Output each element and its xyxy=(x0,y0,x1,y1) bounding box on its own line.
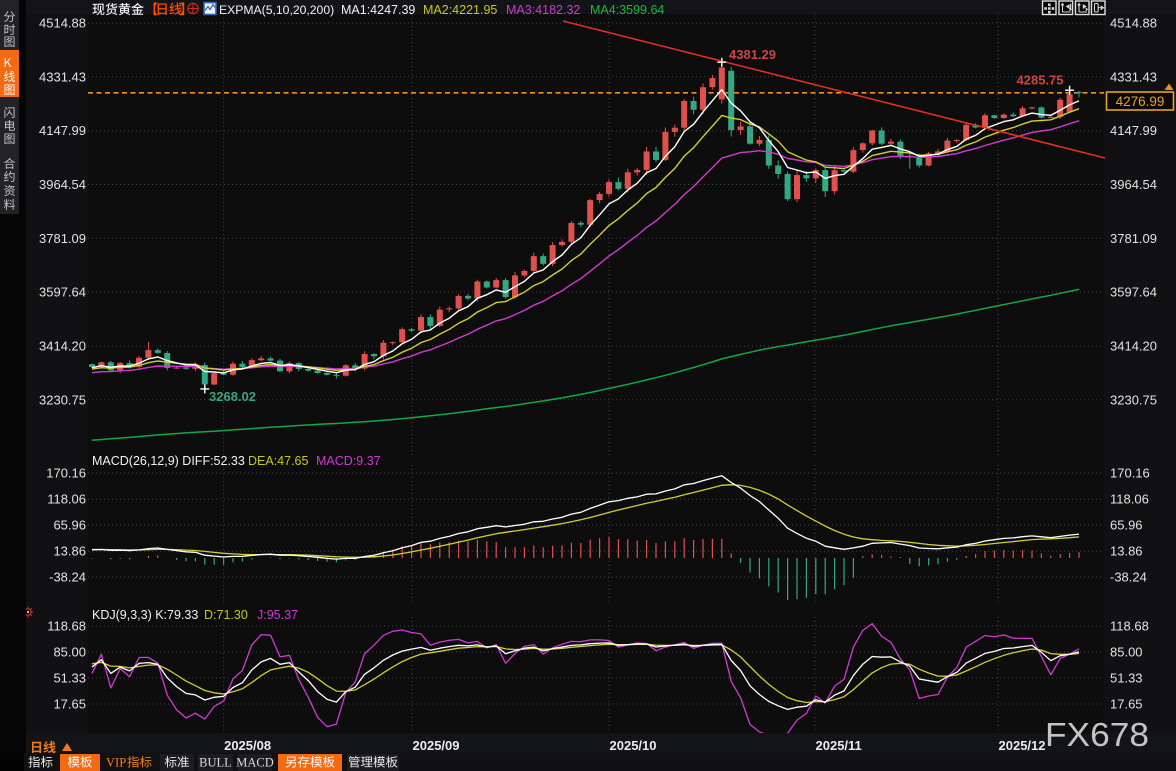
svg-text:4514.88: 4514.88 xyxy=(39,16,86,31)
svg-text:4331.43: 4331.43 xyxy=(39,69,86,84)
svg-text:3964.54: 3964.54 xyxy=(39,177,86,192)
svg-text:118.06: 118.06 xyxy=(1110,492,1149,507)
svg-text:118.06: 118.06 xyxy=(47,492,86,507)
svg-text:-38.24: -38.24 xyxy=(1110,570,1147,585)
svg-text:MA4:3599.64: MA4:3599.64 xyxy=(590,3,664,17)
svg-text:2025/09: 2025/09 xyxy=(413,738,460,753)
svg-text:3268.02: 3268.02 xyxy=(209,389,256,404)
svg-text:MA1:4247.39: MA1:4247.39 xyxy=(341,3,415,17)
svg-text:-38.24: -38.24 xyxy=(49,570,86,585)
svg-text:3597.64: 3597.64 xyxy=(39,285,86,300)
svg-text:4514.88: 4514.88 xyxy=(1110,16,1157,31)
svg-text:51.33: 51.33 xyxy=(53,671,86,686)
svg-text:3781.09: 3781.09 xyxy=(1110,231,1157,246)
svg-text:3597.64: 3597.64 xyxy=(1110,285,1157,300)
svg-text:4331.43: 4331.43 xyxy=(1110,69,1157,84)
svg-text:118.68: 118.68 xyxy=(1110,619,1149,634)
svg-text:VIP: VIP xyxy=(106,756,126,770)
svg-text:13.86: 13.86 xyxy=(1110,544,1143,559)
svg-text:65.96: 65.96 xyxy=(1110,518,1143,533)
svg-text:85.00: 85.00 xyxy=(1110,645,1143,660)
svg-text:3414.20: 3414.20 xyxy=(1110,339,1157,354)
svg-text:MACD:9.37: MACD:9.37 xyxy=(316,454,381,468)
svg-text:17.65: 17.65 xyxy=(53,697,86,712)
svg-text:118.68: 118.68 xyxy=(47,619,86,634)
svg-text:MA3:4182.32: MA3:4182.32 xyxy=(506,3,580,17)
svg-text:17.65: 17.65 xyxy=(1110,697,1143,712)
svg-text:2025/08: 2025/08 xyxy=(224,738,271,753)
svg-text:FX678: FX678 xyxy=(1045,716,1149,753)
svg-text:2025/12: 2025/12 xyxy=(999,738,1046,753)
svg-text:4147.99: 4147.99 xyxy=(1110,123,1157,138)
svg-text:MA2:4221.95: MA2:4221.95 xyxy=(423,3,497,17)
svg-text:2025/10: 2025/10 xyxy=(610,738,657,753)
svg-text:MACD: MACD xyxy=(236,756,274,770)
svg-text:3964.54: 3964.54 xyxy=(1110,177,1157,192)
svg-text:DEA:47.65: DEA:47.65 xyxy=(248,454,309,468)
svg-text:4381.29: 4381.29 xyxy=(729,47,776,62)
svg-text:170.16: 170.16 xyxy=(1110,466,1150,481)
svg-text:13.86: 13.86 xyxy=(53,544,86,559)
svg-text:3230.75: 3230.75 xyxy=(1110,392,1157,407)
svg-text:4285.75: 4285.75 xyxy=(1017,73,1064,88)
svg-text:J:95.37: J:95.37 xyxy=(257,608,298,622)
svg-text:65.96: 65.96 xyxy=(53,518,86,533)
svg-text:170.16: 170.16 xyxy=(46,466,86,481)
svg-text:4276.99: 4276.99 xyxy=(1116,94,1165,109)
svg-text:85.00: 85.00 xyxy=(53,645,86,660)
svg-text:EXPMA(5,10,20,200): EXPMA(5,10,20,200) xyxy=(219,3,334,17)
svg-text:3414.20: 3414.20 xyxy=(39,339,86,354)
svg-text:4147.99: 4147.99 xyxy=(39,123,86,138)
svg-text:51.33: 51.33 xyxy=(1110,671,1143,686)
svg-text:BULL: BULL xyxy=(199,756,232,770)
svg-text:D:71.30: D:71.30 xyxy=(204,608,248,622)
svg-text:2025/11: 2025/11 xyxy=(816,738,862,753)
svg-text:KDJ(9,3,3) K:79.33: KDJ(9,3,3) K:79.33 xyxy=(92,608,198,622)
svg-text:3781.09: 3781.09 xyxy=(39,231,86,246)
svg-text:3230.75: 3230.75 xyxy=(39,392,86,407)
svg-text:MACD(26,12,9) DIFF:52.33: MACD(26,12,9) DIFF:52.33 xyxy=(92,454,245,468)
